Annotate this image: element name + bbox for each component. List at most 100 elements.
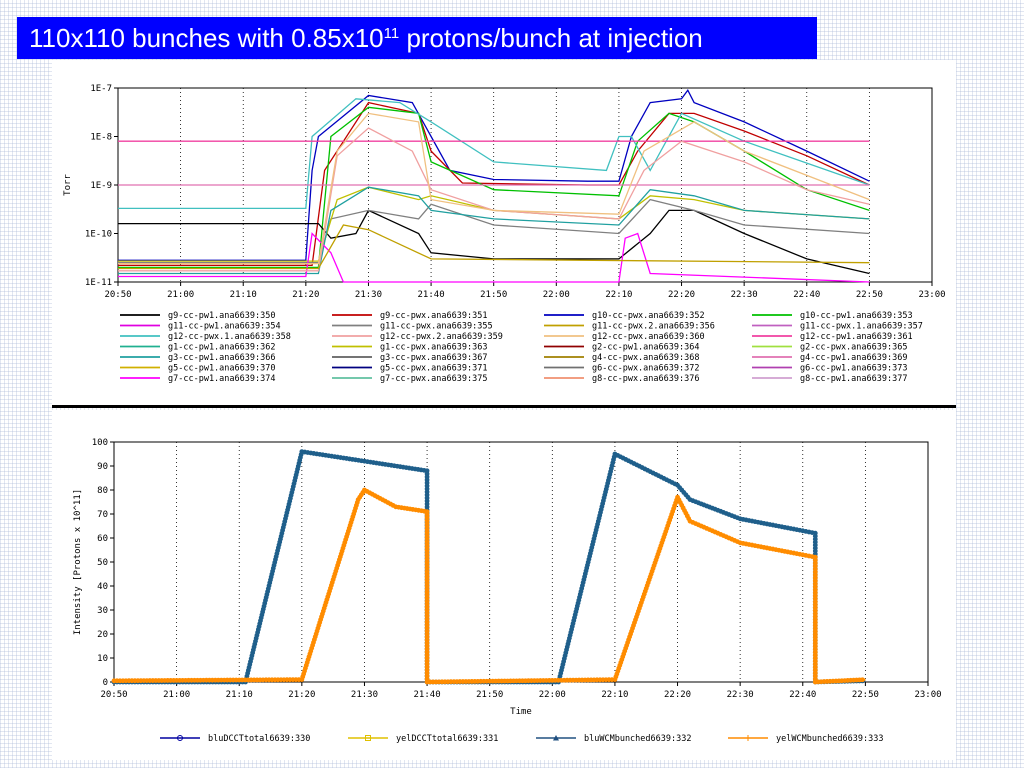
y-tick-label: 90 [97, 462, 108, 472]
y-tick-label: 40 [97, 582, 108, 592]
legend-entry: bluDCCTtotal6639:330 [208, 734, 310, 744]
y-axis-label: Intensity [Protons x 10^11] [73, 489, 83, 635]
x-tick-label: 22:10 [601, 690, 628, 700]
legend-marker [365, 735, 371, 741]
legend-entry: g12-cc-pwx.1.ana6639:358 [168, 332, 291, 342]
legend-entry: g7-cc-pwx.ana6639:375 [380, 374, 487, 384]
y-axis-label: Torr [63, 174, 73, 196]
y-tick-label: 80 [97, 486, 108, 496]
x-tick-label: 21:30 [355, 290, 382, 300]
legend-entry: g2-cc-pwx.ana6639:365 [800, 343, 907, 353]
y-tick-label: 60 [97, 534, 108, 544]
x-tick-label: 20:50 [104, 290, 131, 300]
x-tick-label: 22:00 [539, 690, 566, 700]
x-tick-label: 22:50 [856, 290, 883, 300]
y-tick-label: 10 [97, 654, 108, 664]
y-tick-label: 1E-11 [85, 278, 112, 288]
x-tick-label: 21:40 [414, 690, 441, 700]
legend-entry: g11-cc-pwx.ana6639:355 [380, 322, 493, 332]
legend-entry: g11-cc-pwx.1.ana6639:357 [800, 322, 923, 332]
y-tick-label: 0 [103, 678, 108, 688]
series-line [118, 186, 870, 275]
legend-entry: g6-cc-pw1.ana6639:373 [800, 364, 907, 374]
legend-entry: g12-cc-pwx.ana6639:360 [592, 332, 705, 342]
x-tick-label: 22:30 [727, 690, 754, 700]
slide-title-superscript: 11 [383, 25, 400, 42]
x-tick-label: 23:00 [918, 290, 945, 300]
legend-entry: g9-cc-pw1.ana6639:350 [168, 311, 275, 321]
legend-entry: g11-cc-pwx.2.ana6639:356 [592, 322, 715, 332]
y-tick-label: 70 [97, 510, 108, 520]
legend-marker [177, 735, 183, 741]
slide-title-main: 110x110 bunches with 0.85x10 [29, 23, 384, 53]
x-tick-label: 22:30 [731, 290, 758, 300]
x-tick-label: 22:50 [852, 690, 879, 700]
series-line [118, 88, 870, 261]
x-tick-label: 22:20 [664, 690, 691, 700]
x-tick-label: 22:00 [543, 290, 570, 300]
legend-entry: g1-cc-pwx.ana6639:363 [380, 343, 487, 353]
legend-entry: g3-cc-pw1.ana6639:366 [168, 353, 275, 363]
x-tick-label: 21:20 [292, 290, 319, 300]
y-tick-label: 20 [97, 630, 108, 640]
legend-marker [553, 735, 559, 741]
y-tick-label: 1E-10 [85, 230, 112, 240]
legend-entry: g5-cc-pwx.ana6639:371 [380, 364, 487, 374]
legend-entry: g10-cc-pwx.ana6639:352 [592, 311, 705, 321]
legend-entry: yelDCCTtotal6639:331 [396, 734, 498, 744]
panel-divider [52, 405, 956, 408]
x-tick-label: 22:20 [668, 290, 695, 300]
series-line [118, 112, 870, 265]
x-tick-label: 21:10 [226, 690, 253, 700]
x-tick-label: 21:50 [476, 690, 503, 700]
intensity-chart-panel: 20:50 21:00 21:10 21:20 21:30 21:40 21:50 22:00… [52, 410, 956, 760]
legend-entry: g4-cc-pwx.ana6639:368 [592, 353, 699, 363]
slide-title: 110x110 bunches with 0.85x1011 protons/b… [17, 17, 817, 59]
vacuum-chart-panel: 20:50 21:00 21:10 21:20 21:30 21:40 21:50 22:00… [52, 60, 956, 406]
legend-entry: g12-cc-pw1.ana6639:361 [800, 332, 913, 342]
y-tick-label: 1E-7 [90, 84, 112, 94]
legend-entry: g4-cc-pw1.ana6639:369 [800, 353, 907, 363]
x-tick-label: 21:30 [351, 690, 378, 700]
legend-entry: yelWCMbunched6639:333 [776, 734, 883, 744]
x-tick-label: 21:00 [163, 690, 190, 700]
series-line [118, 186, 870, 262]
y-tick-label: 1E-8 [90, 133, 112, 143]
x-tick-label: 20:50 [100, 690, 127, 700]
series-line [118, 224, 870, 270]
beam-intensity-chart: 20:50 21:00 21:10 21:20 21:30 21:40 21:50 22:00… [73, 438, 942, 744]
x-tick-label: 22:10 [605, 290, 632, 300]
x-tick-label: 21:00 [167, 290, 194, 300]
y-tick-label: 100 [92, 438, 108, 448]
legend-entry: g3-cc-pwx.ana6639:367 [380, 353, 487, 363]
y-tick-label: 30 [97, 606, 108, 616]
series-line [118, 232, 870, 283]
legend-entry: g2-cc-pw1.ana6639:364 [592, 343, 699, 353]
legend-entry: g8-cc-pwx.ana6639:376 [592, 374, 699, 384]
legend-entry: g12-cc-pwx.2.ana6639:359 [380, 332, 503, 342]
plot-area [113, 441, 929, 683]
vacuum-pressure-chart: 20:50 21:00 21:10 21:20 21:30 21:40 21:50 22:00… [63, 84, 946, 384]
legend-entry: g7-cc-pw1.ana6639:374 [168, 374, 275, 384]
y-tick-label: 1E-9 [90, 181, 112, 191]
x-tick-label: 22:40 [789, 690, 816, 700]
y-tick-label: 50 [97, 558, 108, 568]
x-tick-label: 22:40 [793, 290, 820, 300]
legend-entry: g11-cc-pw1.ana6639:354 [168, 322, 281, 332]
series-line [118, 98, 870, 210]
legend-entry: g1-cc-pw1.ana6639:362 [168, 343, 275, 353]
legend-entry: g10-cc-pw1.ana6639:353 [800, 311, 913, 321]
x-tick-label: 21:50 [480, 290, 507, 300]
x-tick-label: 21:10 [230, 290, 257, 300]
series-marker [860, 677, 865, 683]
legend-entry: g6-cc-pwx.ana6639:372 [592, 364, 699, 374]
legend-entry: g8-cc-pw1.ana6639:377 [800, 374, 907, 384]
x-tick-label: 23:00 [914, 690, 941, 700]
x-tick-label: 21:20 [288, 690, 315, 700]
slide-title-tail: protons/bunch at injection [399, 23, 703, 53]
x-axis-label: Time [510, 707, 532, 717]
legend-entry: bluWCMbunched6639:332 [584, 734, 691, 744]
legend-entry: g5-cc-pw1.ana6639:370 [168, 364, 275, 374]
legend-entry: g9-cc-pwx.ana6639:351 [380, 311, 487, 321]
x-tick-label: 21:40 [418, 290, 445, 300]
